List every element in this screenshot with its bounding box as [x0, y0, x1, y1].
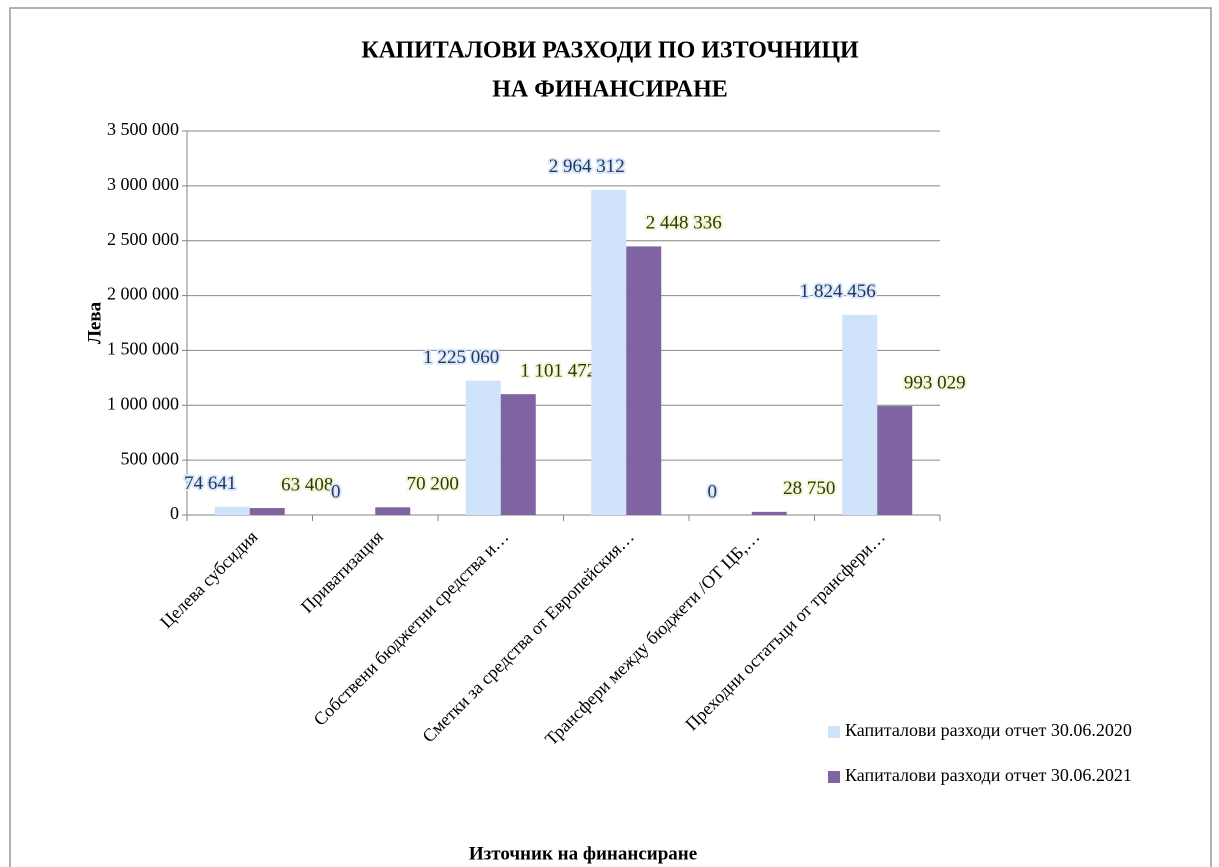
bar	[591, 189, 627, 515]
bar	[375, 507, 411, 515]
bar	[877, 406, 913, 515]
y-tick-label: 3 000 000	[107, 174, 179, 194]
y-tick-label: 500 000	[121, 448, 180, 468]
data-label: 70 200	[407, 474, 459, 495]
y-axis-label: Лева	[84, 301, 105, 344]
bar	[626, 246, 662, 515]
data-label: 0	[331, 481, 341, 502]
data-label: 2 448 336	[646, 213, 722, 234]
y-tick-label: 0	[170, 503, 179, 523]
y-tick-label: 2 500 000	[107, 229, 179, 249]
chart-title: КАПИТАЛОВИ РАЗХОДИ ПО ИЗТОЧНИЦИ	[361, 38, 859, 64]
legend-swatch	[828, 771, 840, 783]
bar	[842, 314, 878, 515]
y-tick-label: 1 000 000	[107, 393, 179, 413]
data-label: 63 408	[281, 474, 333, 495]
data-label: 993 029	[904, 372, 966, 393]
legend-swatch	[828, 726, 840, 738]
bar	[751, 511, 787, 515]
bar	[249, 508, 285, 515]
y-tick-label: 1 500 000	[107, 339, 179, 359]
y-tick-label: 2 000 000	[107, 284, 179, 304]
data-label: 2 964 312	[549, 156, 625, 177]
bar	[500, 394, 536, 515]
data-label: 1 101 472	[520, 361, 596, 382]
data-label: 28 750	[783, 478, 835, 499]
legend-label: Капиталови разходи отчет 30.06.2020	[845, 720, 1132, 740]
data-label: 74 641	[184, 473, 236, 494]
data-label: 0	[708, 481, 718, 502]
bar	[214, 506, 250, 515]
y-tick-label: 3 500 000	[107, 119, 179, 139]
x-axis-label: Източник на финансиране	[469, 843, 697, 864]
data-label: 1 824 456	[800, 281, 876, 302]
data-label: 1 225 060	[423, 347, 499, 368]
legend-label: Капиталови разходи отчет 30.06.2021	[845, 765, 1132, 785]
bar	[465, 380, 501, 515]
chart-title: НА ФИНАНСИРАНЕ	[492, 77, 728, 103]
